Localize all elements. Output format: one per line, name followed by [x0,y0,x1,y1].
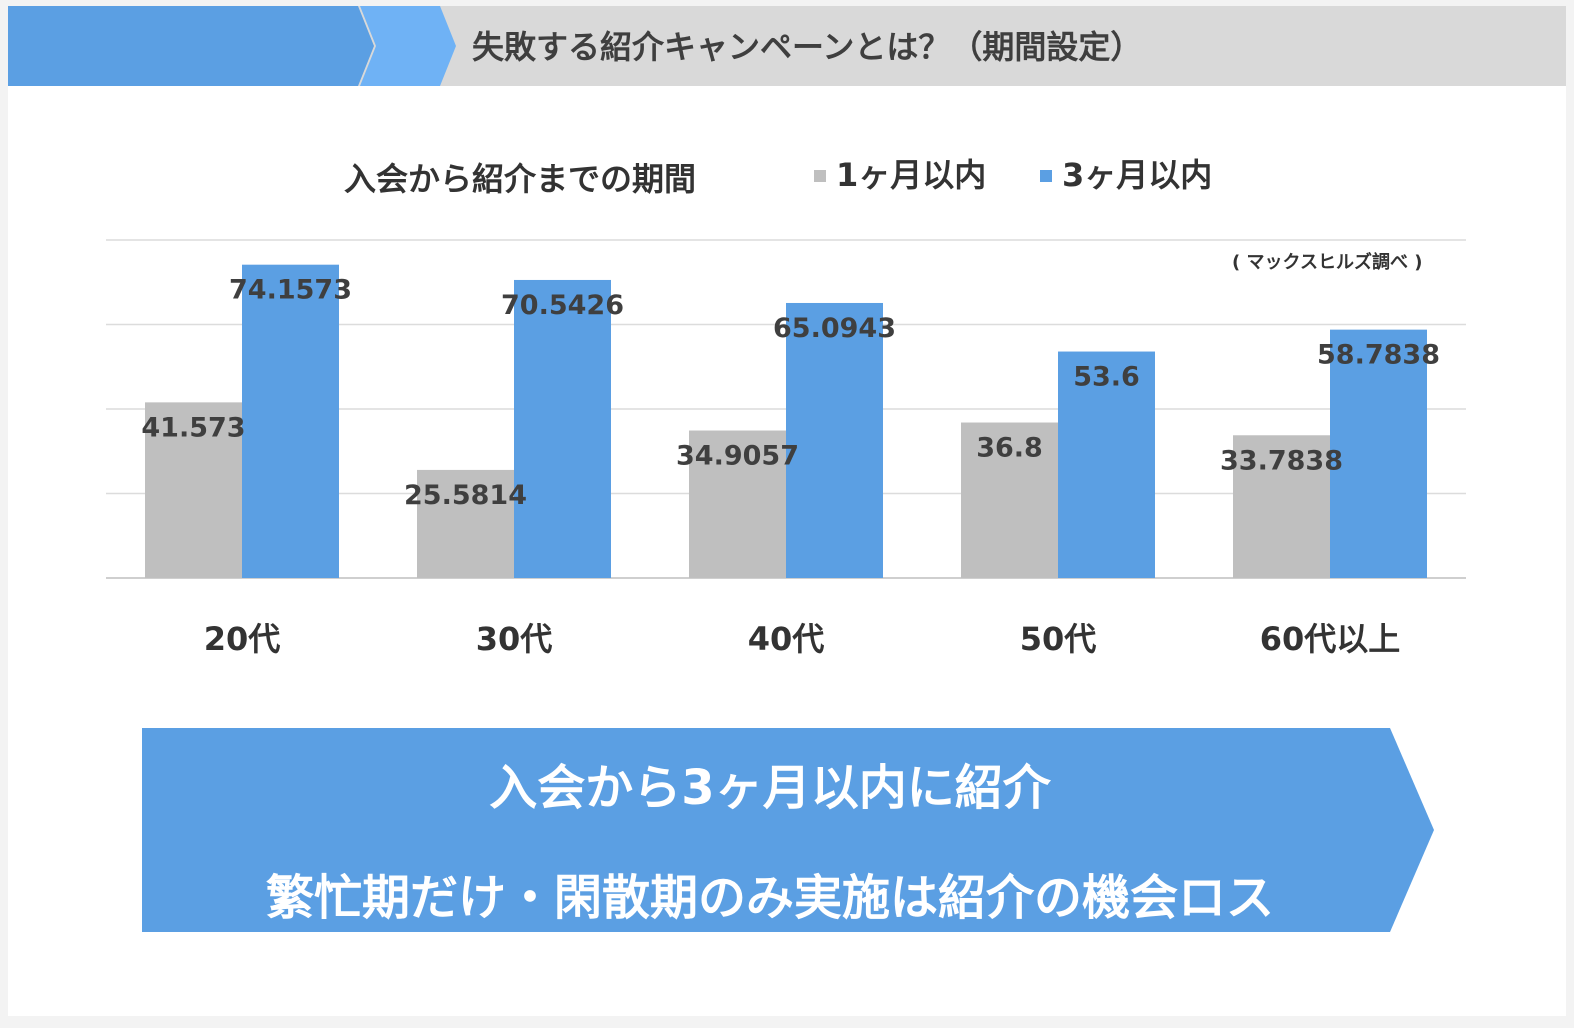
category-labels: 20代 30代 40代 50代 60代以上 [204,620,1401,658]
bar-series2-2 [786,302,883,578]
data-label: 70.5426 [501,290,624,321]
legend-label: 1ヶ月以内 [836,156,986,194]
bar-series2-4 [1330,329,1427,578]
data-label: 34.9057 [676,441,799,472]
legend-swatch [1040,170,1052,182]
bar-chart: 1ヶ月以内 3ヶ月以内 41.573 74.1573 25.5814 70.5426 34… [106,156,1466,658]
chart-title: 入会から紹介までの期間 [344,160,697,198]
data-label: 36.8 [976,433,1043,464]
data-label: 53.6 [1073,362,1140,393]
legend-label: 3ヶ月以内 [1062,156,1212,194]
data-label: 33.7838 [1220,445,1343,476]
banner-line-1: 入会から3ヶ月以内に紹介 [489,760,1051,816]
bar-labels: 41.573 74.1573 25.5814 70.5426 34.9057 65.094… [141,275,1440,511]
data-label: 74.1573 [229,275,352,306]
bar-series1-0 [145,402,242,578]
banner-line-2: 繁忙期だけ・閑散期のみ実施は紹介の機会ロス [265,870,1274,926]
category-label: 60代以上 [1260,620,1401,658]
legend-swatch [814,170,826,182]
bar-series1-4 [1233,435,1330,578]
bar-series2-3 [1058,351,1155,578]
data-label: 58.7838 [1317,340,1440,371]
legend: 1ヶ月以内 3ヶ月以内 [814,156,1212,194]
header-arrow-1 [8,6,374,86]
bar-series1-1 [417,469,514,578]
category-label: 40代 [748,620,825,658]
category-label: 30代 [476,620,553,658]
header-arrows [8,6,456,86]
bar-series1-2 [689,430,786,578]
category-label: 50代 [1020,620,1097,658]
header-arrow-2 [360,6,456,86]
data-label: 25.5814 [404,480,527,511]
category-label: 20代 [204,620,281,658]
bar-series2-0 [242,264,339,578]
data-label: 65.0943 [773,313,896,344]
data-label: 41.573 [141,412,245,443]
source-note: ( マックスヒルズ調べ ) [1232,252,1423,273]
bar-series1-3 [961,422,1058,578]
page-title: 失敗する紹介キャンペーンとは？（期間設定） [472,28,1143,66]
slide: 失敗する紹介キャンペーンとは？（期間設定） 入会から紹介までの期間 ( マックス… [8,6,1566,1016]
bars [145,264,1427,578]
bar-series2-1 [514,279,611,578]
